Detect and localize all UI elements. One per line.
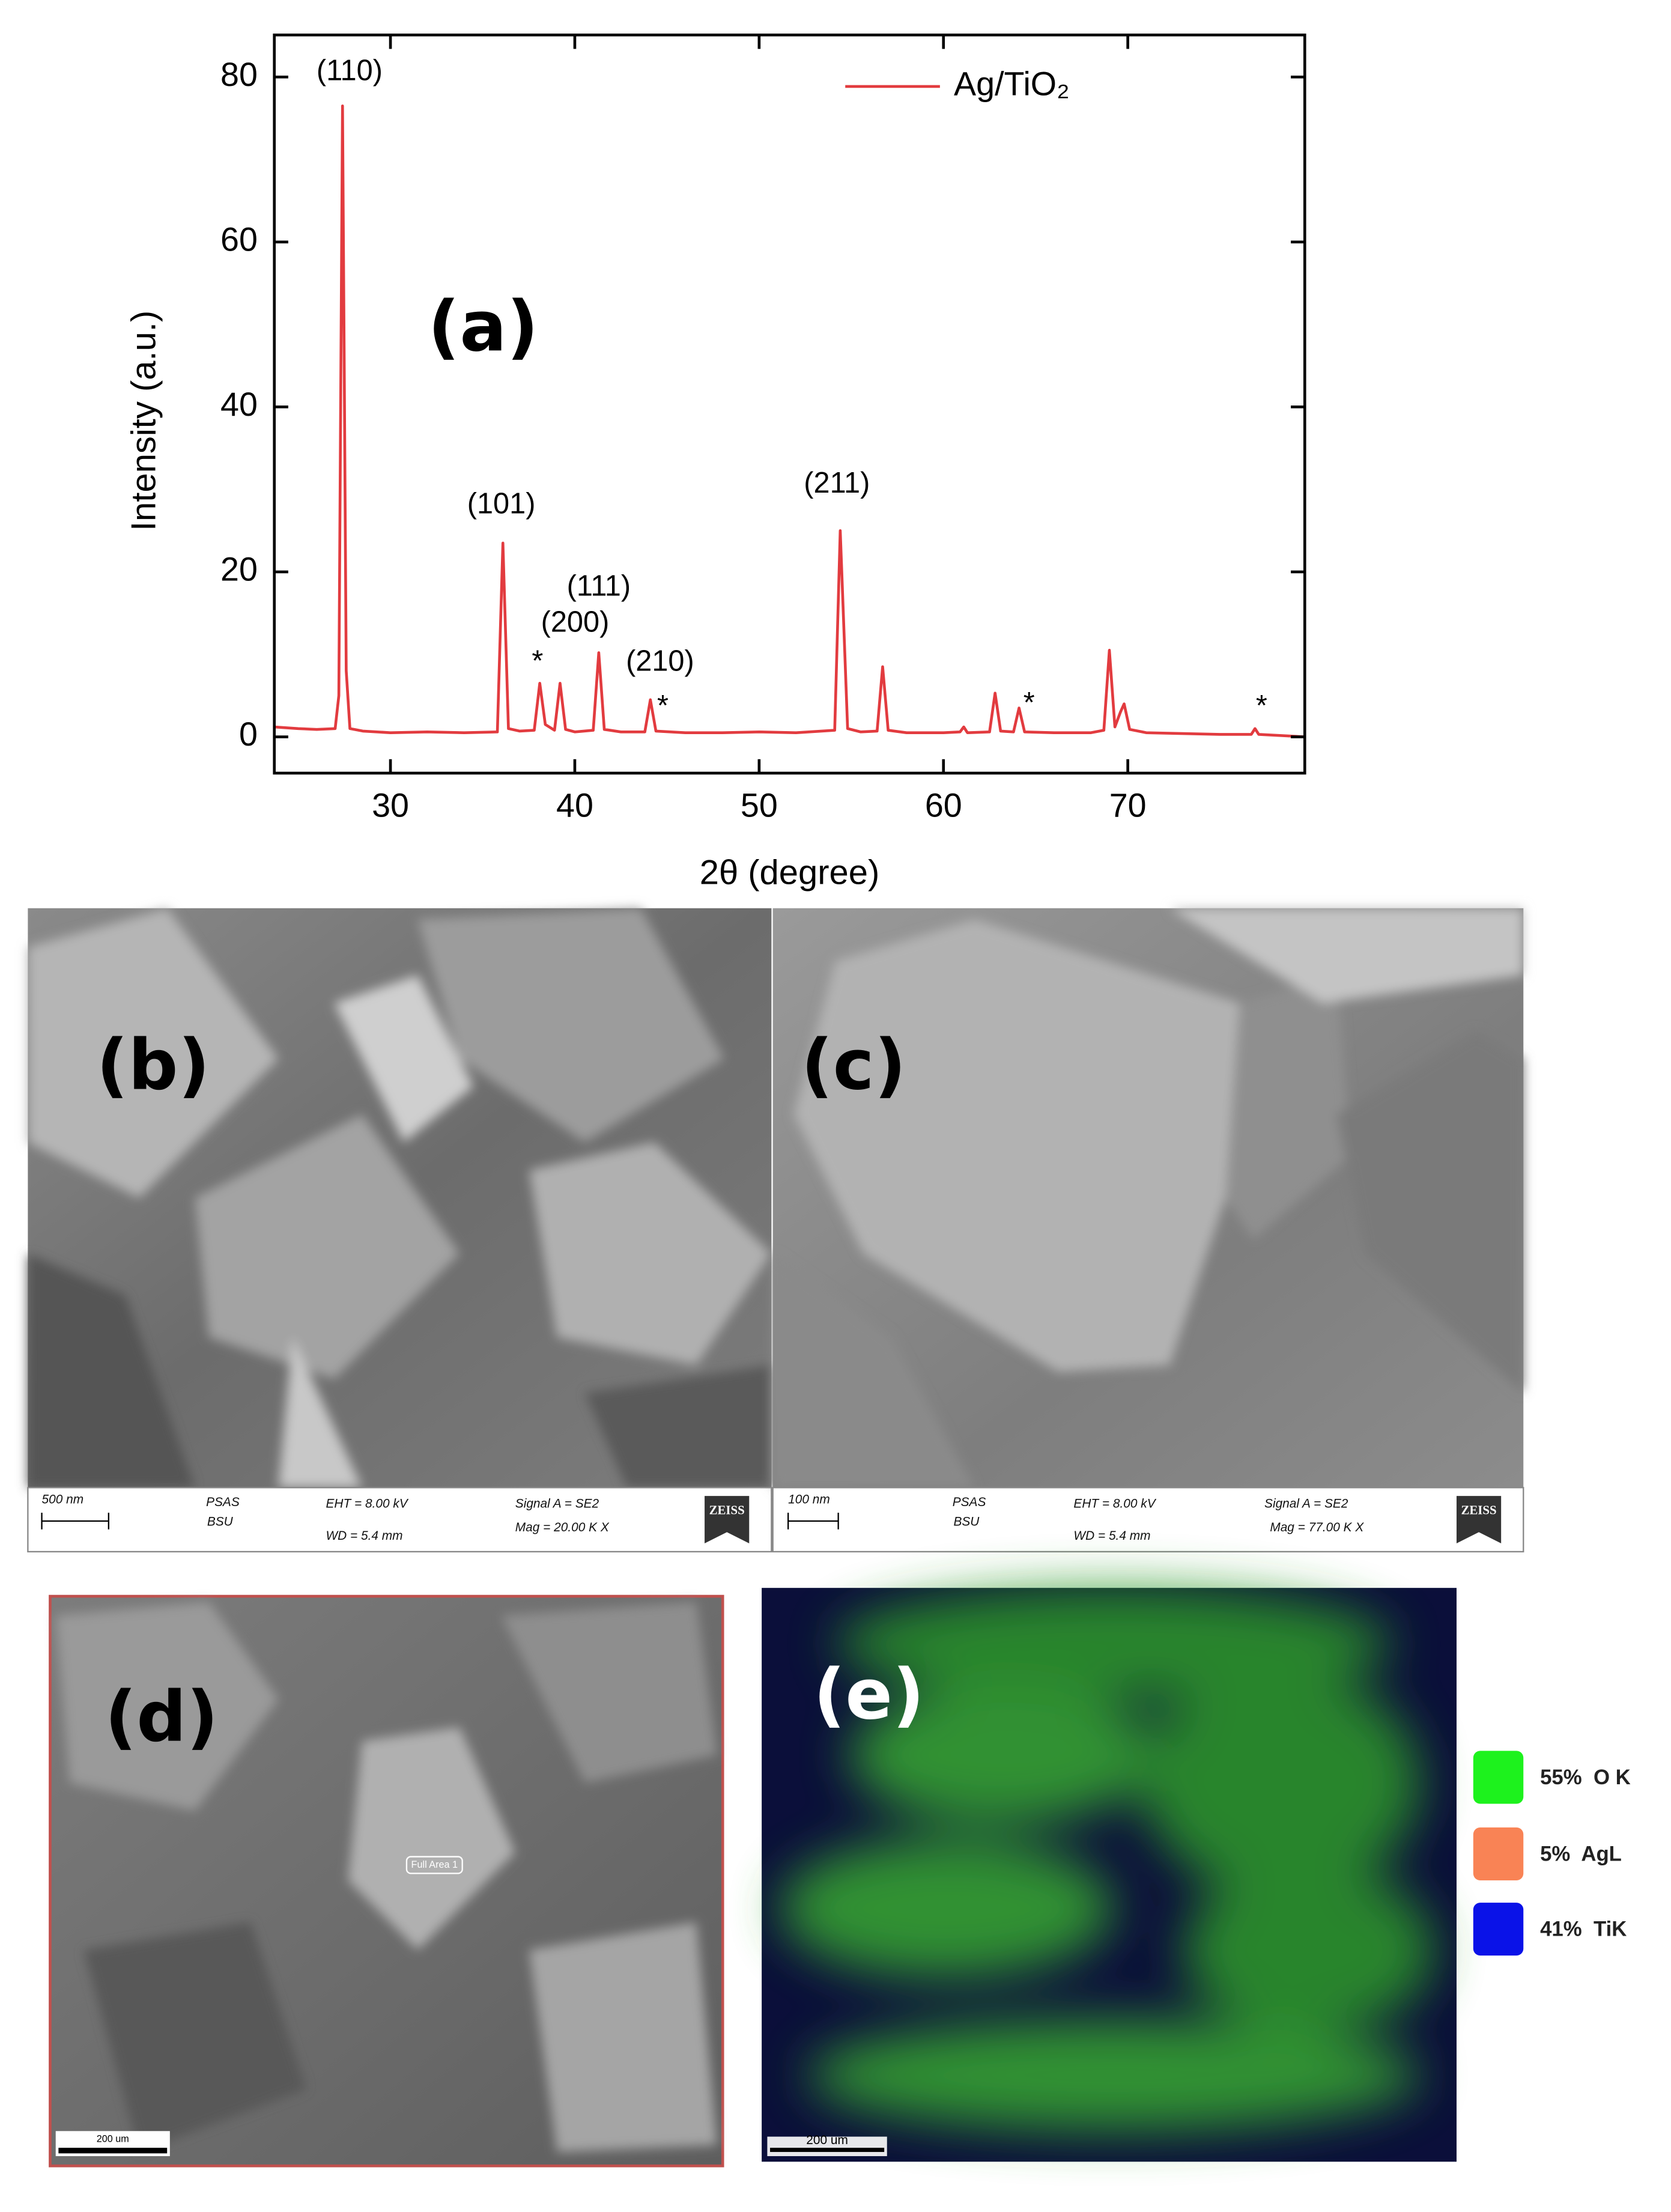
scale-bar: [770, 2148, 885, 2153]
peak-annotation: (101): [467, 488, 536, 520]
scale-bar: [787, 1512, 839, 1530]
scale-bar: [41, 1512, 109, 1530]
peak-annotation: *: [1024, 687, 1035, 719]
info-bar: [27, 1487, 772, 1553]
scale-box: [767, 2136, 887, 2157]
sem-panel-c: 100 nm PSAS BSU EHT = 8.00 kV WD = 5.4 m…: [772, 908, 1524, 1553]
scale-text: 200 um: [97, 2133, 129, 2144]
y-tick-label: 20: [220, 551, 258, 588]
eds-map-e: 200 um (e) 55% O K 5% AgL 41% TiK: [762, 1588, 1631, 2162]
x-tick-label: 40: [556, 787, 593, 824]
info-text: WD = 5.4 mm: [326, 1529, 402, 1543]
panel-label: (a): [428, 287, 538, 368]
legend-label: 55% O K: [1540, 1766, 1631, 1789]
info-text: PSAS: [953, 1495, 986, 1509]
info-text: Mag = 20.00 K X: [515, 1521, 610, 1534]
panel-label: (e): [813, 1654, 924, 1735]
y-tick-label: 40: [220, 386, 258, 423]
x-tick-label: 50: [741, 787, 778, 824]
info-text: Signal A = SE2: [515, 1497, 599, 1511]
info-bar: [772, 1487, 1524, 1553]
y-axis-label: Intensity (a.u.): [125, 311, 163, 531]
info-text: BSU: [207, 1515, 234, 1529]
peak-annotation: (110): [317, 55, 383, 87]
sem-panel-d: Full Area 1 200 um (d): [49, 1594, 724, 2168]
peak-annotation: (211): [804, 467, 870, 499]
info-text: BSU: [953, 1515, 980, 1529]
peak-annotation: (210): [626, 645, 694, 678]
info-text: Mag = 77.00 K X: [1270, 1521, 1364, 1534]
plot-frame: [273, 33, 1306, 775]
x-tick-label: 60: [925, 787, 962, 824]
area-box: [405, 1856, 463, 1874]
info-text: EHT = 8.00 kV: [326, 1497, 408, 1511]
x-tick-label: 30: [372, 787, 409, 824]
info-text: WD = 5.4 mm: [1073, 1529, 1150, 1543]
info-text: EHT = 8.00 kV: [1073, 1497, 1156, 1511]
y-tick-label: 0: [239, 716, 258, 753]
x-tick-label: 70: [1109, 787, 1147, 824]
y-tick-label: 60: [220, 220, 258, 258]
panel-label: (c): [801, 1024, 906, 1105]
peak-annotation: (200): [541, 606, 610, 639]
sem-texture: [772, 908, 1524, 1488]
x-axis-label: 2θ (degree): [700, 853, 880, 892]
peak-annotation: *: [1256, 690, 1267, 722]
scale-bar: [58, 2148, 168, 2154]
peak-annotation: (111): [567, 570, 631, 602]
y-tick-label: 80: [220, 56, 258, 93]
legend-label: Ag/TiO₂: [954, 65, 1070, 103]
logo: [705, 1496, 750, 1543]
legend-swatch: [1473, 1903, 1524, 1956]
scale-text: 100 nm: [788, 1493, 830, 1507]
legend-swatch: [1473, 1751, 1524, 1804]
panel-label: (d): [105, 1676, 218, 1757]
legend-label: 41% TiK: [1540, 1918, 1627, 1941]
legend-label: 5% AgL: [1540, 1843, 1622, 1865]
info-text: Signal A = SE2: [1264, 1497, 1348, 1511]
panel-label: (b): [97, 1024, 210, 1105]
eds-texture: [780, 1588, 1434, 2131]
xrd-chart: 30 40 50 60 70 0 20 40 60 80 2θ (degree) Intensity …: [125, 33, 1306, 892]
info-text: PSAS: [206, 1495, 240, 1509]
logo: [1456, 1496, 1502, 1543]
scale-text: 200 um: [806, 2133, 848, 2147]
logo-text: ZEISS: [1461, 1503, 1496, 1517]
sem-texture: [55, 1602, 717, 2153]
logo-text: ZEISS: [709, 1503, 745, 1517]
area-label: Full Area 1: [411, 1859, 458, 1870]
data-line: [274, 104, 1305, 738]
sem-texture: [28, 908, 772, 1488]
peak-annotation: *: [532, 645, 543, 678]
sem-panel-b: 500 nm PSAS BSU EHT = 8.00 kV WD = 5.4 m…: [27, 908, 772, 1553]
peak-annotation: *: [657, 690, 669, 722]
scale-text: 500 nm: [42, 1493, 84, 1507]
legend-swatch: [1473, 1827, 1524, 1880]
